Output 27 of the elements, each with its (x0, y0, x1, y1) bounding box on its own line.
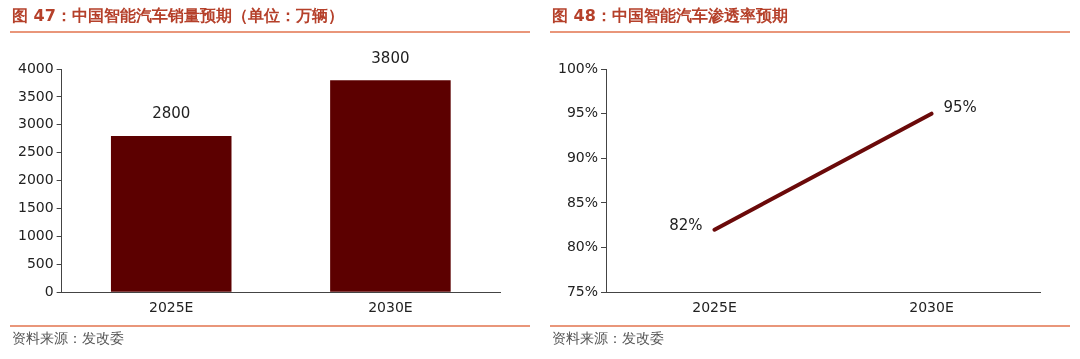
y-tick-label: 2500 (17, 143, 54, 160)
x-tick-label: 2030E (909, 299, 954, 316)
text: 资料来源：发改委 (12, 330, 124, 346)
data-label: 2800 (152, 104, 191, 123)
data-label: 82% (669, 215, 703, 234)
y-tick-label: 80% (566, 238, 599, 255)
x-tick-label: 2030E (368, 299, 413, 316)
y-tick-label: 1500 (17, 199, 54, 216)
y-tick-label: 90% (566, 148, 599, 165)
y-tick-label: 95% (566, 104, 599, 121)
y-tick-label: 3500 (17, 87, 54, 104)
y-tick-label: 2000 (17, 171, 54, 188)
text: 资料来源：发改委 (552, 330, 664, 346)
y-tick-label: 85% (566, 193, 599, 210)
x-tick-label: 2025E (148, 299, 194, 316)
y-tick-label: 500 (26, 254, 54, 271)
y-tick-label: 0 (44, 282, 54, 299)
y-tick-label: 100% (557, 59, 599, 76)
y-tick-label: 3000 (17, 115, 54, 132)
y-tick-label: 75% (566, 282, 599, 299)
chart-title: 图 48：中国智能汽车渗透率预期 (550, 0, 1070, 33)
y-tick-label: 1000 (17, 227, 54, 244)
chart-title: 图 47：中国智能汽车销量预期（单位：万辆） (10, 0, 530, 33)
y-tick-label: 4000 (17, 59, 54, 76)
data-label: 95% (943, 97, 977, 116)
x-tick-label: 2025E (692, 299, 737, 316)
data-label: 3800 (371, 48, 410, 67)
